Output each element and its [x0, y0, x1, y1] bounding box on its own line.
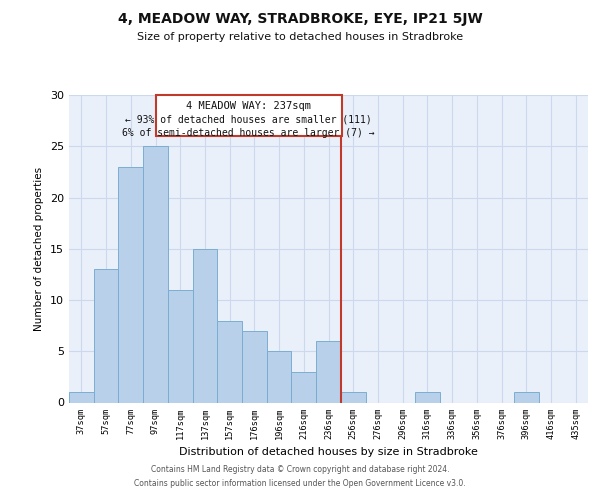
- Bar: [143, 146, 168, 403]
- FancyBboxPatch shape: [155, 95, 342, 136]
- Bar: [415, 392, 440, 402]
- Text: 6% of semi-detached houses are larger (7) →: 6% of semi-detached houses are larger (7…: [122, 128, 375, 138]
- Bar: [118, 167, 143, 402]
- X-axis label: Distribution of detached houses by size in Stradbroke: Distribution of detached houses by size …: [179, 447, 478, 457]
- Bar: [69, 392, 94, 402]
- Bar: [341, 392, 365, 402]
- Bar: [316, 341, 341, 402]
- Text: 4 MEADOW WAY: 237sqm: 4 MEADOW WAY: 237sqm: [186, 101, 311, 111]
- Text: ← 93% of detached houses are smaller (111): ← 93% of detached houses are smaller (11…: [125, 114, 372, 124]
- Text: Size of property relative to detached houses in Stradbroke: Size of property relative to detached ho…: [137, 32, 463, 42]
- Bar: [242, 331, 267, 402]
- Y-axis label: Number of detached properties: Number of detached properties: [34, 166, 44, 331]
- Bar: [94, 269, 118, 402]
- Text: 4, MEADOW WAY, STRADBROKE, EYE, IP21 5JW: 4, MEADOW WAY, STRADBROKE, EYE, IP21 5JW: [118, 12, 482, 26]
- Text: Contains HM Land Registry data © Crown copyright and database right 2024.
Contai: Contains HM Land Registry data © Crown c…: [134, 466, 466, 487]
- Bar: [514, 392, 539, 402]
- Bar: [193, 248, 217, 402]
- Bar: [267, 351, 292, 403]
- Bar: [292, 372, 316, 402]
- Bar: [217, 320, 242, 402]
- Bar: [168, 290, 193, 403]
